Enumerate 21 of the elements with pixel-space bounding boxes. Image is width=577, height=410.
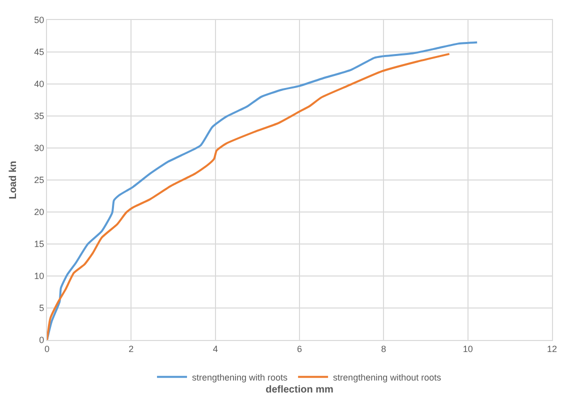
y-tick-label: 40	[34, 79, 44, 90]
x-tick-label: 4	[212, 344, 218, 354]
x-tick-label: 6	[296, 344, 302, 354]
legend-label: strengthening without roots	[333, 372, 442, 382]
y-tick-label: 35	[34, 111, 44, 122]
y-tick-label: 5	[39, 303, 44, 314]
y-tick-label: 25	[34, 175, 44, 186]
y-tick-label: 0	[39, 335, 44, 346]
y-tick-label: 45	[34, 47, 44, 58]
x-tick-label: 2	[128, 344, 134, 354]
x-axis-title: deflection mm	[266, 384, 334, 396]
x-tick-label: 10	[462, 344, 473, 354]
y-tick-label: 50	[34, 15, 44, 26]
legend-label: strengthening with roots	[192, 372, 288, 382]
y-tick-label: 20	[34, 207, 44, 218]
y-tick-label: 15	[34, 239, 44, 250]
y-axis-title: Load kn	[8, 160, 20, 200]
y-tick-label: 10	[34, 271, 44, 282]
x-tick-label: 8	[381, 344, 386, 354]
x-tick-label: 12	[546, 344, 558, 354]
y-tick-label: 30	[34, 143, 44, 154]
